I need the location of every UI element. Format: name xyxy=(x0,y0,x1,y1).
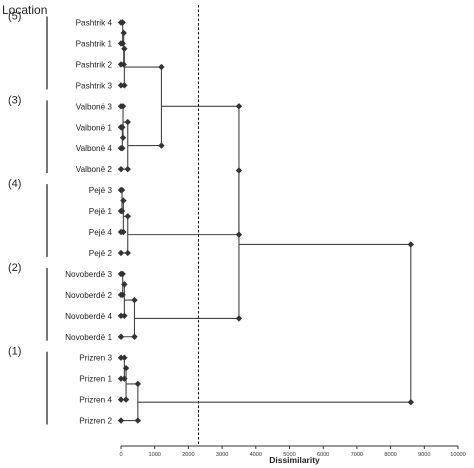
leaf-label: Pashtrik 4 xyxy=(76,19,113,28)
node-marker xyxy=(117,103,125,110)
x-axis-label: Dissimilarity xyxy=(269,455,320,465)
x-tick-label: 0 xyxy=(119,452,122,458)
node-marker xyxy=(131,296,138,304)
x-tick-label: 7000 xyxy=(351,452,363,458)
leaf-label: Novoberdë 4 xyxy=(65,312,112,321)
group-brackets: (5) (3) (4) (2) (1) xyxy=(8,11,48,425)
node-marker xyxy=(117,145,125,152)
x-tick-label: 9000 xyxy=(418,452,430,458)
node-marker xyxy=(235,315,243,322)
node-marker xyxy=(124,165,131,173)
node-marker xyxy=(134,417,142,424)
leaf-label: Pejë 3 xyxy=(89,186,113,195)
node-marker xyxy=(235,103,243,110)
leaf-label: Valbonë 2 xyxy=(76,165,113,174)
leaf-label: Valbonë 1 xyxy=(76,123,113,132)
leaf-label: Pashtrik 3 xyxy=(76,81,113,90)
node-marker xyxy=(117,82,125,89)
node-marker xyxy=(122,396,130,403)
leaf-label: Prizren 2 xyxy=(79,417,112,426)
node-marker xyxy=(120,197,127,204)
x-tick-label: 1000 xyxy=(148,452,160,458)
dendrogram-links xyxy=(121,21,412,422)
node-marker xyxy=(124,213,131,220)
node-marker xyxy=(121,312,128,319)
leaf-label: Novoberdë 1 xyxy=(65,333,112,342)
group-label: (2) xyxy=(8,262,21,274)
node-marker xyxy=(121,45,128,52)
group-label: (4) xyxy=(8,178,21,190)
leaf-label: Novoberdë 3 xyxy=(65,270,112,279)
node-marker xyxy=(235,167,243,174)
node-marker xyxy=(117,291,125,299)
node-marker xyxy=(117,186,125,194)
leaf-label: Pashtrik 2 xyxy=(76,60,113,69)
node-marker xyxy=(117,228,125,236)
node-marker xyxy=(235,231,243,238)
node-marker xyxy=(119,134,127,141)
dendrogram-link xyxy=(121,215,129,254)
leaf-label: Pejë 4 xyxy=(89,228,113,237)
node-marker xyxy=(121,354,128,361)
node-marker xyxy=(117,375,125,382)
node-marker xyxy=(117,270,125,278)
node-marker xyxy=(117,40,125,47)
leaf-label: Pashtrik 1 xyxy=(76,39,113,48)
x-tick-label: 6000 xyxy=(317,452,329,458)
node-marker xyxy=(121,375,128,382)
x-tick-label: 2000 xyxy=(182,452,194,458)
node-marker xyxy=(121,281,128,288)
chart-title: Location xyxy=(2,3,47,17)
node-marker xyxy=(117,396,125,403)
leaf-label: Valbonë 4 xyxy=(76,144,113,153)
node-marker xyxy=(117,19,125,26)
x-tick-label: 10000 xyxy=(450,452,466,458)
x-tick-label: 4000 xyxy=(250,452,262,458)
node-marker xyxy=(158,63,165,71)
leaf-label: Prizren 1 xyxy=(79,375,112,384)
leaf-label: Novoberdë 2 xyxy=(65,291,112,300)
group-label: (5) xyxy=(8,11,21,23)
node-marker xyxy=(117,249,125,257)
leaf-label: Prizren 4 xyxy=(79,396,112,405)
node-marker xyxy=(117,61,125,68)
node-marker xyxy=(122,364,130,372)
leaf-label: Valbonë 3 xyxy=(76,102,113,111)
dendrogram-link xyxy=(124,66,162,147)
node-marker xyxy=(117,207,125,215)
leaf-label: Pejë 2 xyxy=(89,249,113,258)
node-marker xyxy=(124,249,131,257)
dendrogram-link xyxy=(137,243,412,403)
node-marker xyxy=(134,380,142,388)
node-marker xyxy=(120,29,127,37)
node-marker xyxy=(407,241,415,248)
leaf-label: Pejë 1 xyxy=(89,207,113,216)
dendrogram-link xyxy=(121,299,136,338)
node-marker xyxy=(124,118,131,126)
group-label: (1) xyxy=(8,346,21,358)
node-marker xyxy=(117,417,125,424)
dendrogram-link xyxy=(127,105,240,236)
leaf-label: Prizren 3 xyxy=(79,354,112,363)
leaf-labels: Pashtrik 4 Pashtrik 1 Pashtrik 2 Pashtrik 3… xyxy=(65,19,112,426)
node-marker xyxy=(117,333,125,340)
node-marker xyxy=(407,399,415,406)
group-label: (3) xyxy=(8,94,21,106)
node-marker xyxy=(117,312,125,319)
node-marker xyxy=(158,142,165,149)
dendrogram-nodes xyxy=(117,19,415,424)
x-tick-label: 3000 xyxy=(216,452,228,458)
x-tick-label: 8000 xyxy=(384,452,396,458)
x-axis: 0 1000 2000 3000 4000 5000 6000 7000 8000 9000 100… xyxy=(119,445,466,458)
node-marker xyxy=(117,354,125,361)
node-marker xyxy=(121,82,128,89)
node-marker xyxy=(131,333,138,340)
dendrogram-link xyxy=(121,367,127,401)
x-tick-label: 5000 xyxy=(283,452,295,458)
dendrogram-link xyxy=(134,170,240,319)
node-marker xyxy=(117,124,125,131)
dendrogram-link xyxy=(121,383,139,422)
node-marker xyxy=(117,165,125,173)
